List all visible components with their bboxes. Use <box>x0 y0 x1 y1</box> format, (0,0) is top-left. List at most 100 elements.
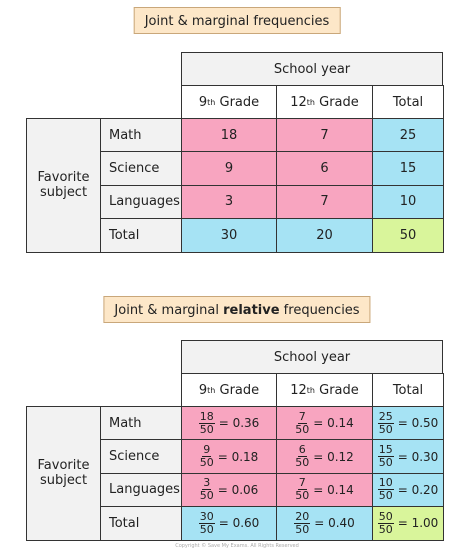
result: = 0.06 <box>217 482 259 497</box>
denominator: 50 <box>378 522 393 536</box>
header-text: Grade <box>314 94 359 110</box>
row-label: Languages <box>100 184 182 220</box>
row-label: Languages <box>100 472 182 508</box>
header-text: Total <box>392 94 424 110</box>
denominator: 50 <box>295 422 310 436</box>
numerator: 30 <box>198 509 215 524</box>
cell: 25 <box>372 118 444 153</box>
header-text: Grade <box>314 382 359 398</box>
cell: 50 50 = 1.00 <box>372 506 444 541</box>
cell: 6 <box>276 151 373 186</box>
result: = 0.12 <box>313 449 354 464</box>
result: = 1.00 <box>397 516 439 531</box>
denominator: 50 <box>199 522 214 536</box>
numerator: 25 <box>377 409 394 424</box>
cell: 20 50 = 0.40 <box>276 506 373 541</box>
cell: 3 50 = 0.06 <box>181 472 277 508</box>
header-text: Total <box>392 382 424 398</box>
denominator: 50 <box>199 422 214 436</box>
row-group: Favorite subject <box>26 406 101 541</box>
result: = 0.60 <box>218 516 260 531</box>
fraction: 30 50 <box>198 509 215 536</box>
cell: 7 <box>276 118 373 153</box>
cell: 50 <box>372 218 444 253</box>
denominator: 50 <box>199 456 214 470</box>
cell: 6 50 = 0.12 <box>276 439 373 474</box>
header-sup: th <box>306 385 315 395</box>
header-sup: th <box>207 385 216 395</box>
denominator: 50 <box>295 522 310 536</box>
header-sup: th <box>207 97 216 107</box>
denominator: 50 <box>378 489 393 503</box>
numerator: 7 <box>297 476 307 491</box>
row-group: Favorite subject <box>26 118 101 253</box>
numerator: 9 <box>202 443 212 458</box>
fraction: 3 50 <box>200 477 214 502</box>
cell: 10 <box>372 184 444 220</box>
column-header: Total <box>372 85 444 119</box>
cell: 10 50 = 0.20 <box>372 472 444 508</box>
denominator: 50 <box>378 422 393 436</box>
header-sup: th <box>306 97 315 107</box>
row-label: Math <box>100 118 182 153</box>
header-text: 12 <box>290 382 307 398</box>
cell: 9 50 = 0.18 <box>181 439 277 474</box>
copyright: Copyright © Save My Exams. All Rights Re… <box>175 543 299 549</box>
fraction: 50 50 <box>377 509 394 536</box>
numerator: 20 <box>294 509 311 524</box>
cell: 9 <box>181 151 277 186</box>
cell: 18 50 = 0.36 <box>181 406 277 441</box>
result: = 0.50 <box>397 416 439 431</box>
row-label: Science <box>100 439 182 474</box>
cell: 3 <box>181 184 277 220</box>
table-title: Joint & marginal relative frequencies <box>103 296 371 323</box>
header-text: 9 <box>198 94 208 110</box>
group-header: School year <box>181 340 443 374</box>
fraction: 15 50 <box>377 444 394 470</box>
numerator: 10 <box>377 476 394 491</box>
cell: 7 50 = 0.14 <box>276 406 373 441</box>
title-part: Joint & marginal <box>114 303 224 318</box>
cell: 18 <box>181 118 277 153</box>
fraction: 7 50 <box>295 409 310 436</box>
title-part: relative <box>223 303 280 318</box>
result: = 0.30 <box>397 449 439 464</box>
cell: 7 <box>276 184 373 220</box>
numerator: 3 <box>202 476 212 491</box>
cell: 15 <box>372 151 444 186</box>
result: = 0.36 <box>218 416 260 431</box>
row-label: Total <box>100 218 182 253</box>
numerator: 7 <box>297 409 307 424</box>
denominator: 50 <box>295 489 310 503</box>
row-label: Math <box>100 406 182 441</box>
denominator: 50 <box>378 456 393 470</box>
title-part: frequencies <box>279 303 360 318</box>
row-label: Total <box>100 506 182 541</box>
fraction: 7 50 <box>295 477 309 502</box>
numerator: 50 <box>377 509 394 524</box>
denominator: 50 <box>295 456 310 470</box>
title-part: Joint & marginal frequencies <box>144 14 330 29</box>
header-text: Grade <box>215 382 260 398</box>
cell: 30 <box>181 218 277 253</box>
denominator: 50 <box>199 489 214 503</box>
numerator: 18 <box>198 409 215 424</box>
fraction: 10 50 <box>377 476 394 503</box>
fraction: 20 50 <box>294 509 311 536</box>
table-title: Joint & marginal frequencies <box>133 7 341 34</box>
column-header: Total <box>372 373 444 407</box>
row-label: Science <box>100 151 182 186</box>
cell: 7 50 = 0.14 <box>276 472 373 508</box>
fraction: 18 50 <box>198 409 215 436</box>
group-header: School year <box>181 52 443 86</box>
header-text: Grade <box>215 94 260 110</box>
fraction: 6 50 <box>295 444 309 469</box>
result: = 0.20 <box>397 482 439 497</box>
header-text: 12 <box>290 94 307 110</box>
cell: 30 50 = 0.60 <box>181 506 277 541</box>
